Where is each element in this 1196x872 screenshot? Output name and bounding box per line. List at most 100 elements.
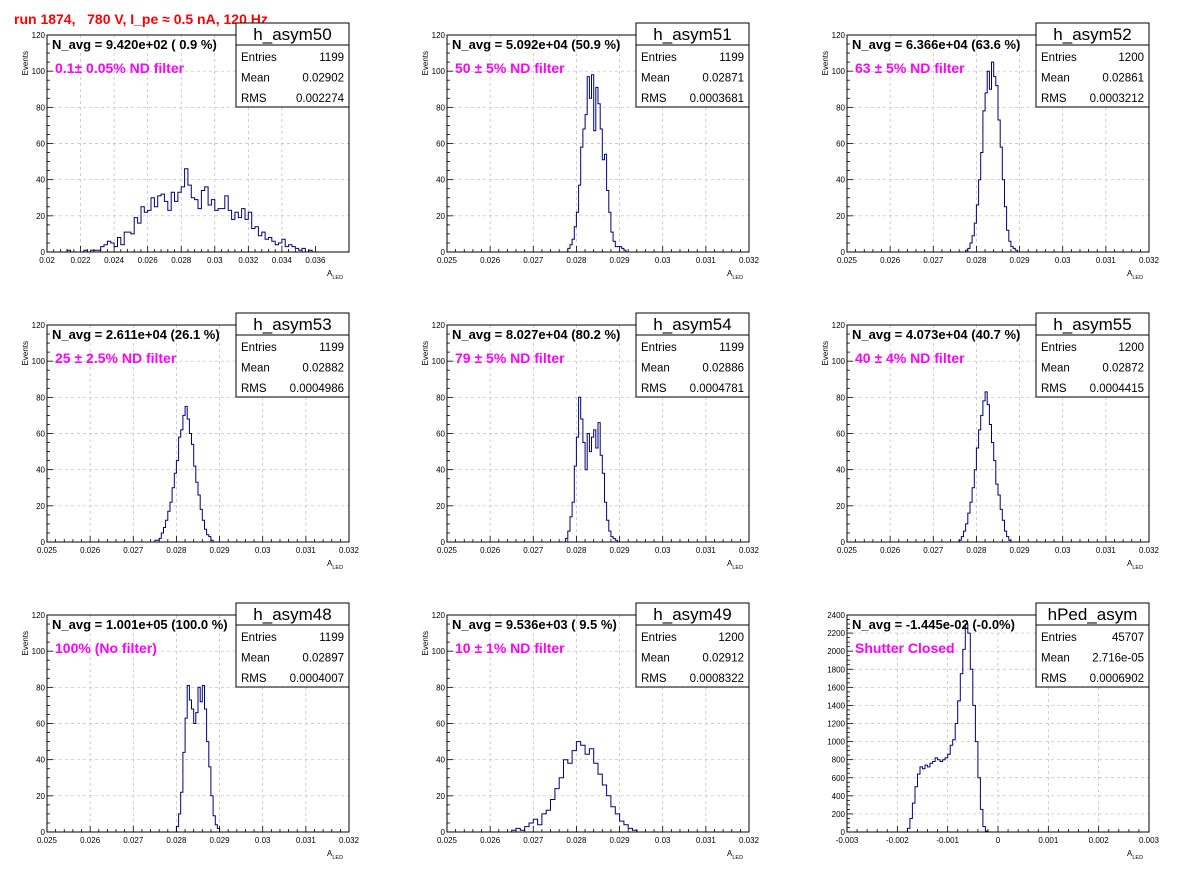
y-tick-label: 1600 bbox=[827, 683, 845, 692]
y-tick-label: 0 bbox=[441, 248, 446, 257]
y-axis-title: Events bbox=[21, 631, 30, 655]
x-tick-label: 0 bbox=[996, 836, 1001, 845]
y-tick-label: 20 bbox=[436, 792, 445, 801]
stats-row-value: 1199 bbox=[319, 52, 344, 64]
stats-row-label: Entries bbox=[241, 632, 277, 644]
x-tick-label: 0.032 bbox=[339, 836, 360, 845]
y-tick-label: 120 bbox=[432, 611, 446, 620]
histogram-series-h_asym49 bbox=[511, 741, 638, 832]
stats-row-value: 1200 bbox=[718, 632, 744, 644]
stats-box-title: h_asym52 bbox=[1053, 25, 1131, 44]
x-axis-title: ALED bbox=[727, 269, 743, 281]
x-tick-label: 0.025 bbox=[437, 836, 458, 845]
x-tick-label: 0.03 bbox=[655, 256, 671, 265]
x-tick-label: 0.022 bbox=[71, 256, 92, 265]
stats-row-label: Mean bbox=[641, 73, 670, 85]
histogram-series-h_asym54 bbox=[565, 396, 618, 542]
x-tick-label: 0.001 bbox=[1038, 836, 1059, 845]
x-tick-label: 0.032 bbox=[1139, 546, 1160, 555]
x-tick-label: 0.029 bbox=[610, 256, 631, 265]
filter-label: 50 ± 5% ND filter bbox=[455, 60, 565, 76]
y-tick-label: 20 bbox=[436, 212, 445, 221]
stats-row-value: 1199 bbox=[719, 342, 744, 354]
y-tick-label: 0 bbox=[41, 828, 46, 837]
histogram-series-h_asym51 bbox=[567, 74, 627, 252]
stats-row-label: RMS bbox=[1041, 383, 1067, 395]
x-tick-label: 0.032 bbox=[739, 836, 760, 845]
y-tick-label: 40 bbox=[436, 176, 445, 185]
stats-box-title: h_asym54 bbox=[653, 315, 731, 334]
x-tick-label: 0.031 bbox=[296, 546, 317, 555]
x-tick-label: 0.029 bbox=[1010, 546, 1031, 555]
stats-box bbox=[235, 312, 350, 398]
y-tick-label: 20 bbox=[36, 792, 45, 801]
x-tick-label: -0.001 bbox=[936, 836, 959, 845]
y-tick-label: 2400 bbox=[827, 611, 845, 620]
filter-label: 79 ± 5% ND filter bbox=[455, 350, 565, 366]
y-axis-title: Events bbox=[421, 51, 430, 75]
y-tick-label: 2000 bbox=[827, 647, 845, 656]
x-axis-title: ALED bbox=[1127, 559, 1143, 571]
y-tick-label: 100 bbox=[32, 647, 46, 656]
filter-label: 63 ± 5% ND filter bbox=[855, 60, 965, 76]
x-tick-label: 0.027 bbox=[123, 836, 144, 845]
y-tick-label: 120 bbox=[32, 321, 46, 330]
stats-row-label: RMS bbox=[241, 673, 267, 685]
x-tick-label: 0.031 bbox=[296, 836, 317, 845]
y-tick-label: 40 bbox=[36, 756, 45, 765]
stats-box bbox=[1035, 22, 1150, 108]
stats-row-label: Entries bbox=[641, 342, 677, 354]
x-tick-label: 0.027 bbox=[123, 546, 144, 555]
stats-row-label: Mean bbox=[641, 363, 670, 375]
x-tick-label: 0.028 bbox=[166, 546, 187, 555]
x-tick-label: 0.029 bbox=[610, 836, 631, 845]
stats-row-label: RMS bbox=[1041, 93, 1067, 105]
x-tick-label: 0.027 bbox=[523, 256, 544, 265]
x-tick-label: 0.032 bbox=[1139, 256, 1160, 265]
y-tick-label: 0 bbox=[841, 248, 846, 257]
y-tick-label: 120 bbox=[32, 31, 46, 40]
y-tick-label: 60 bbox=[436, 430, 445, 439]
x-tick-label: 0.032 bbox=[339, 546, 360, 555]
stats-box bbox=[1035, 312, 1150, 398]
stats-row-label: Mean bbox=[1041, 73, 1070, 85]
y-axis-title: Events bbox=[21, 341, 30, 365]
y-tick-label: 100 bbox=[832, 67, 846, 76]
x-tick-label: 0.026 bbox=[480, 546, 501, 555]
navg-label: N_avg = 9.536e+03 ( 9.5 %) bbox=[452, 617, 617, 632]
x-tick-label: 0.026 bbox=[480, 256, 501, 265]
stats-row-value: 0.0004986 bbox=[290, 383, 344, 395]
histogram-series-hPed_asym bbox=[906, 623, 989, 832]
x-tick-label: 0.025 bbox=[837, 546, 858, 555]
stats-row-value: 0.02882 bbox=[302, 363, 344, 375]
stats-row-value: 0.0004007 bbox=[290, 673, 344, 685]
histogram-panel-h_asym55: 0.025 0.026 0.027 0.028 0.029 0.03 0.031 0.032 0… bbox=[821, 312, 1160, 571]
navg-label: N_avg = -1.445e-02 (-0.0%) bbox=[852, 617, 1015, 632]
navg-label: N_avg = 5.092e+04 (50.9 %) bbox=[452, 37, 620, 52]
x-tick-label: 0.026 bbox=[880, 256, 901, 265]
filter-label: Shutter Closed bbox=[855, 640, 955, 656]
histogram-series-h_asym55 bbox=[958, 391, 1012, 542]
y-tick-label: 120 bbox=[432, 321, 446, 330]
stats-row-value: 0.02861 bbox=[1102, 73, 1144, 85]
y-tick-label: 20 bbox=[836, 212, 845, 221]
navg-label: N_avg = 8.027e+04 (80.2 %) bbox=[452, 327, 620, 342]
stats-row-value: 0.0003681 bbox=[690, 93, 744, 105]
navg-label: N_avg = 6.366e+04 (63.6 %) bbox=[852, 37, 1020, 52]
x-tick-label: 0.03 bbox=[255, 836, 271, 845]
x-tick-label: 0.032 bbox=[739, 256, 760, 265]
stats-row-value: 0.0004781 bbox=[690, 383, 744, 395]
y-tick-label: 2200 bbox=[827, 629, 845, 638]
x-axis-title-subscript: LED bbox=[1132, 565, 1143, 571]
x-tick-label: 0.025 bbox=[37, 836, 58, 845]
stats-row-label: Entries bbox=[641, 632, 677, 644]
filter-label: 100% (No filter) bbox=[55, 640, 157, 656]
stats-row-value: 0.02897 bbox=[302, 653, 344, 665]
y-tick-label: 80 bbox=[36, 393, 45, 402]
x-tick-label: 0.027 bbox=[923, 256, 944, 265]
stats-row-label: RMS bbox=[1041, 673, 1067, 685]
y-tick-label: 80 bbox=[36, 683, 45, 692]
navg-label: N_avg = 1.001e+05 (100.0 %) bbox=[52, 617, 228, 632]
stats-row-value: 1200 bbox=[1118, 52, 1144, 64]
x-tick-label: 0.032 bbox=[238, 256, 259, 265]
